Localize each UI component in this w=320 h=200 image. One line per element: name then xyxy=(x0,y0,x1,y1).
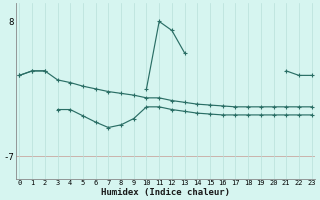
X-axis label: Humidex (Indice chaleur): Humidex (Indice chaleur) xyxy=(101,188,230,197)
